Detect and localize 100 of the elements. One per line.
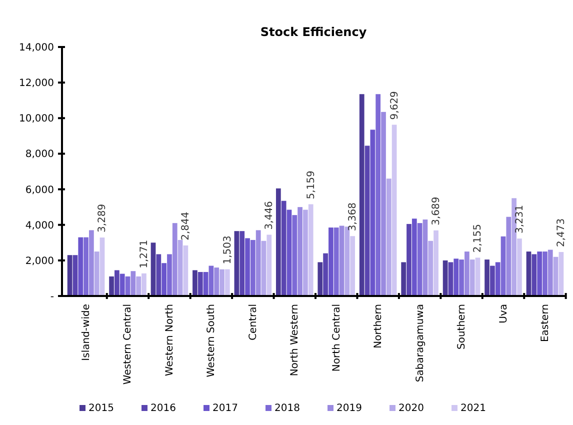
x-tick-label: Central [248,304,259,340]
bar [434,230,438,296]
bar [412,218,417,296]
bar [234,231,240,296]
x-tick-label: Eastern [540,304,551,342]
x-tick-label: Island-wide [81,304,92,361]
data-label: 3,689 [431,196,442,226]
x-tick-label: Northern [373,304,384,348]
bar [459,260,464,296]
bar [484,260,490,296]
bar [512,198,516,296]
data-label: 1,271 [138,240,150,268]
bar [303,210,308,296]
bar [442,260,448,296]
data-label: 2,844 [180,212,192,240]
x-tick-label: Western Central [122,304,134,385]
bar [401,262,406,296]
bar [490,266,495,296]
bar [167,254,172,296]
bar [350,236,356,296]
bar [308,204,314,296]
y-tick-label: 6,000 [25,184,54,196]
bar [224,269,230,296]
bar [178,240,183,296]
bar [162,263,166,296]
bar [500,236,506,296]
bar [422,220,428,296]
bar [172,223,178,296]
y-tick-label: 10,000 [19,114,54,125]
bar [281,200,286,296]
x-tick-label: Western North [164,304,176,376]
data-label: 3,446 [264,201,276,230]
bar [370,130,376,296]
legend-label: 2015 [88,403,114,414]
bar [67,255,72,296]
x-tick-label: North Central [331,304,342,372]
bar [114,270,120,296]
bar [100,238,105,296]
data-label: 2,155 [472,224,484,253]
bar [245,238,250,296]
bar [150,242,156,296]
bar [517,238,522,296]
legend-label: 2020 [398,403,424,414]
bar [386,178,392,296]
bar [183,245,188,296]
legend-label: 2021 [460,403,486,414]
bar [286,210,292,296]
bar [276,188,281,296]
bar [359,94,364,296]
bar [381,112,386,296]
bar [406,224,412,296]
bar [475,258,480,296]
bar [214,268,220,296]
legend-label: 2018 [274,403,300,414]
bar [298,207,302,296]
y-tick-label: 4,000 [25,220,54,232]
bar [78,237,84,296]
legend-label: 2017 [212,403,238,414]
bar [240,231,245,296]
bar [220,269,224,296]
x-tick-label: Western South [206,304,218,378]
bar [142,273,146,296]
x-tick-label: Southern [456,304,468,350]
bar [344,226,350,296]
bar [89,230,94,296]
y-tick-label: 8,000 [25,149,54,160]
bar [266,234,272,296]
bar [339,226,344,296]
bar [495,262,500,296]
bar [323,253,328,296]
bar [318,262,323,296]
data-label: 1,503 [222,236,234,264]
y-tick-label: 14,000 [19,42,54,54]
bar [364,146,370,296]
bar [250,240,256,296]
bar [464,252,470,296]
bar [130,271,136,296]
y-tick-label: 2,000 [25,256,54,267]
y-tick-label: - [50,292,54,302]
x-tick-label: Uva [498,304,510,324]
bar [392,124,397,296]
bar [376,94,381,296]
x-tick-label: North Western [290,304,301,376]
x-tick-label: Sabaragamuwa [414,304,426,382]
bar [454,258,459,296]
bar [120,274,125,296]
bar [558,252,564,296]
bar [428,240,434,296]
data-label: 3,231 [514,204,526,234]
bar [156,254,162,296]
bar [542,252,548,296]
data-label: 5,159 [306,170,317,200]
legend-label: 2016 [150,403,176,414]
bar [328,228,334,296]
bar [334,228,339,296]
data-label: 9,629 [389,91,400,120]
y-tick-label: 12,000 [19,78,54,90]
bar [506,216,512,296]
bar [136,276,141,296]
bar [553,256,558,296]
